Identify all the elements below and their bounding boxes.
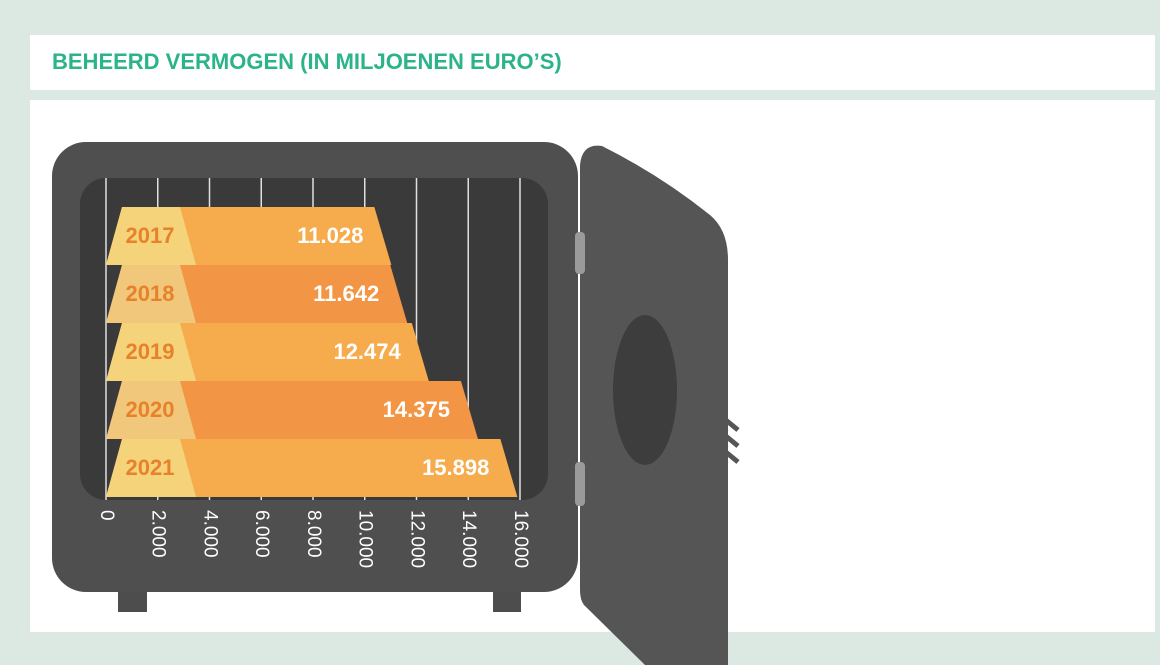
value-label: 11.642 bbox=[313, 281, 379, 306]
category-label: 2021 bbox=[126, 455, 175, 480]
x-tick-label: 2.000 bbox=[148, 510, 169, 558]
bar-label-face bbox=[106, 381, 196, 439]
category-label: 2019 bbox=[126, 339, 175, 364]
x-tick-label: 0 bbox=[96, 510, 117, 521]
door-handle bbox=[714, 410, 740, 464]
title-bar bbox=[30, 35, 1155, 90]
category-label: 2017 bbox=[126, 223, 175, 248]
bar bbox=[106, 439, 518, 497]
x-tick-label: 14.000 bbox=[458, 510, 479, 568]
value-label: 11.028 bbox=[297, 223, 363, 248]
door-lock bbox=[613, 315, 677, 465]
hinge bbox=[575, 232, 585, 274]
bar-label-face bbox=[106, 439, 196, 497]
bar-label-face bbox=[106, 323, 196, 381]
x-tick-label: 16.000 bbox=[510, 510, 531, 568]
chart-title: BEHEERD VERMOGEN (IN MILJOENEN EURO’S) bbox=[52, 49, 562, 74]
category-label: 2020 bbox=[126, 397, 175, 422]
x-tick-label: 10.000 bbox=[355, 510, 376, 568]
bar-label-face bbox=[106, 265, 196, 323]
value-label: 12.474 bbox=[333, 339, 401, 364]
bar-label-face bbox=[106, 207, 196, 265]
x-tick-label: 8.000 bbox=[303, 510, 324, 558]
category-label: 2018 bbox=[126, 281, 175, 306]
value-label: 14.375 bbox=[383, 397, 450, 422]
x-tick-label: 6.000 bbox=[251, 510, 272, 558]
x-tick-label: 4.000 bbox=[199, 510, 220, 558]
x-tick-label: 12.000 bbox=[406, 510, 427, 568]
hinge bbox=[575, 462, 585, 506]
value-label: 15.898 bbox=[422, 455, 489, 480]
bar bbox=[106, 381, 478, 439]
